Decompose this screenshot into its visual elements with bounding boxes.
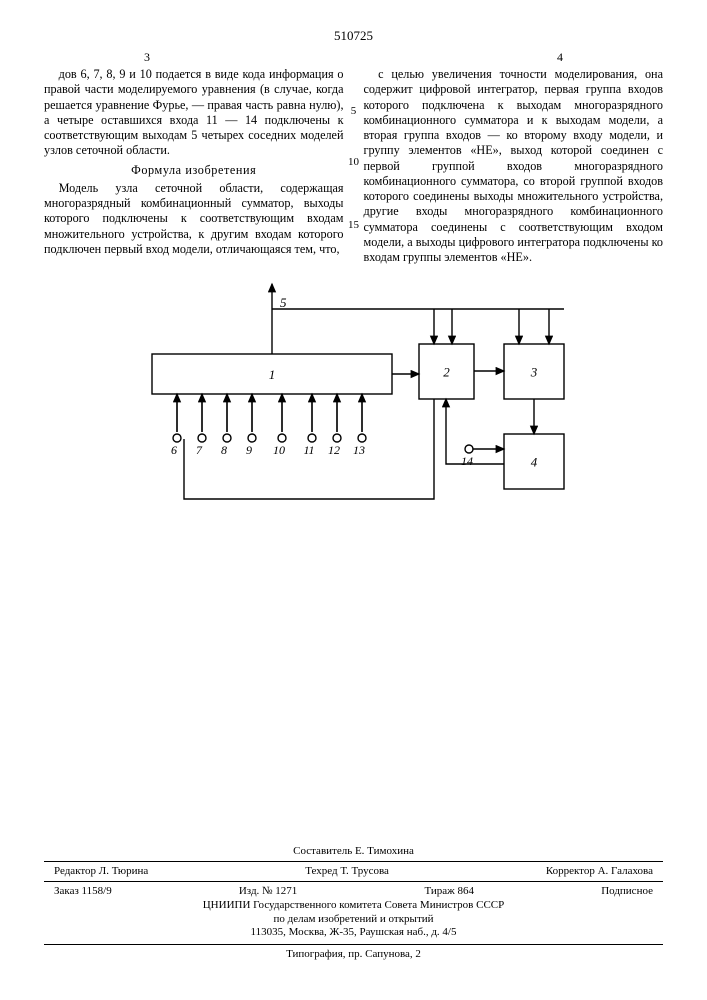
line-number-10: 10	[348, 156, 359, 168]
page-number-right: 4	[557, 50, 563, 65]
footer-sub: Подписное	[601, 885, 653, 897]
patent-number: 510725	[44, 28, 663, 44]
footer-tech: Техред Т. Трусова	[305, 865, 389, 877]
svg-text:4: 4	[530, 455, 537, 470]
svg-text:14: 14	[461, 454, 473, 468]
svg-text:6: 6	[171, 443, 177, 457]
footer-editor: Редактор Л. Тюрина	[54, 865, 148, 877]
left-column: дов 6, 7, 8, 9 и 10 подается в виде кода…	[44, 67, 344, 265]
formula-heading: Формула изобретения	[44, 163, 344, 178]
line-number-15: 15	[348, 219, 359, 231]
footer-tirazh: Тираж 864	[424, 885, 474, 897]
line-number-5: 5	[351, 105, 357, 117]
left-para-2: Модель узла сеточной области, содержащая…	[44, 181, 344, 257]
right-column: с целью увеличения точности моделировани…	[364, 67, 664, 265]
svg-text:2: 2	[443, 365, 450, 380]
footer-author: Составитель Е. Тимохина	[44, 845, 663, 857]
svg-text:10: 10	[273, 443, 285, 457]
footer-typography: Типография, пр. Сапунова, 2	[44, 944, 663, 960]
svg-text:8: 8	[221, 443, 227, 457]
svg-text:11: 11	[303, 443, 314, 457]
footer-izd: Изд. № 1271	[239, 885, 297, 897]
svg-text:3: 3	[529, 365, 537, 380]
footer-order: Заказ 1158/9	[54, 885, 112, 897]
svg-text:12: 12	[328, 443, 340, 457]
footer-org: ЦНИИПИ Государственного комитета Совета …	[44, 899, 663, 940]
footer-block: Составитель Е. Тимохина Редактор Л. Тюри…	[44, 845, 663, 960]
svg-text:5: 5	[280, 295, 287, 310]
svg-text:13: 13	[353, 443, 365, 457]
page-number-left: 3	[144, 50, 150, 65]
svg-text:9: 9	[246, 443, 252, 457]
schematic-diagram: 1234567891011121314	[74, 279, 634, 519]
right-para-1: с целью увеличения точности моделировани…	[364, 67, 664, 265]
svg-text:7: 7	[196, 443, 203, 457]
footer-corr: Корректор А. Галахова	[546, 865, 653, 877]
left-para-1: дов 6, 7, 8, 9 и 10 подается в виде кода…	[44, 67, 344, 159]
svg-text:1: 1	[268, 367, 275, 382]
